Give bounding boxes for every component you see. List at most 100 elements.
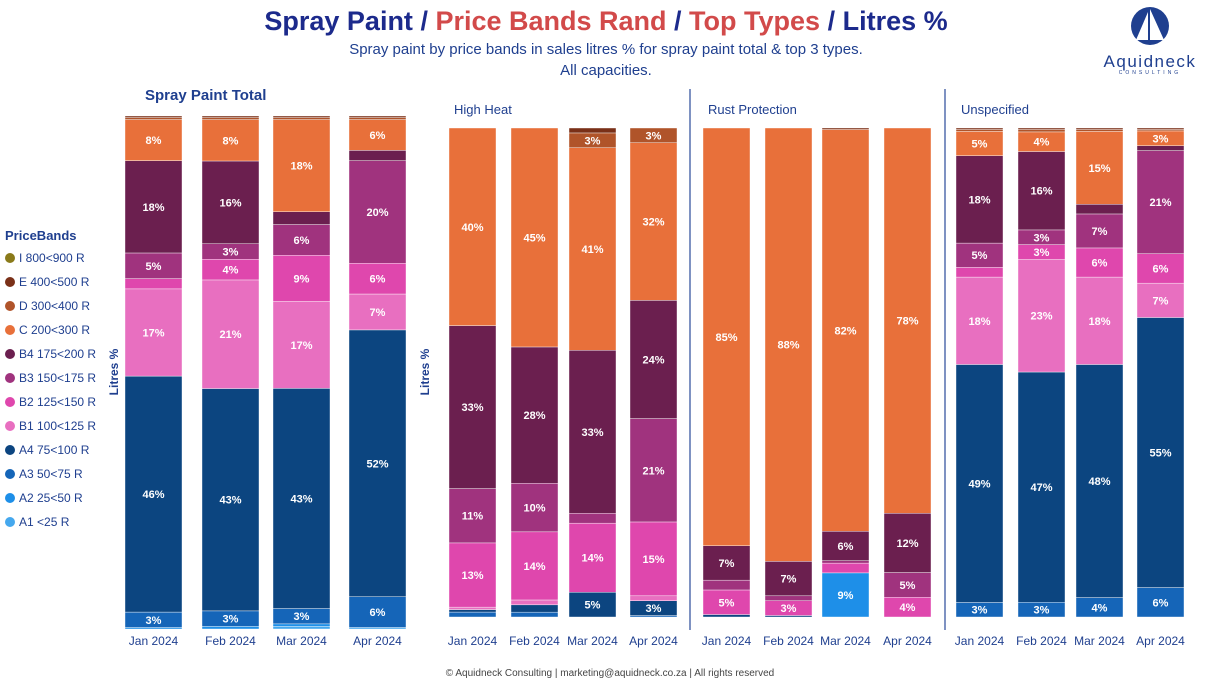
x-tick-label: Apr 2024 <box>883 634 932 648</box>
legend-item[interactable]: B1 100<125 R <box>5 414 96 438</box>
bar-segment <box>1136 253 1185 284</box>
legend-swatch-icon <box>5 325 15 335</box>
bar-segment <box>883 127 932 514</box>
legend-label: C 200<300 R <box>19 323 91 337</box>
data-label: 14% <box>523 561 545 573</box>
footer: © Aquidneck Consulting | marketing@aquid… <box>445 668 775 679</box>
data-label: 3% <box>1153 133 1169 145</box>
data-label: 3% <box>646 603 662 615</box>
aquidneck-logo-icon <box>1131 7 1169 45</box>
bar-segment <box>201 119 260 162</box>
bar-segment <box>1136 145 1185 151</box>
bar-segment <box>272 211 331 225</box>
x-tick-label: Apr 2024 <box>1136 634 1185 648</box>
bar-segment <box>510 604 559 613</box>
panel-title: High Heat <box>454 102 512 117</box>
data-label: 43% <box>290 493 312 505</box>
x-tick-label: Jan 2024 <box>955 634 1005 648</box>
x-tick-label: Mar 2024 <box>820 634 871 648</box>
bar-segment <box>702 127 751 546</box>
bar-segment <box>764 595 813 601</box>
data-label: 4% <box>1092 602 1108 614</box>
data-label: 43% <box>219 495 241 507</box>
bar-segment <box>821 572 870 618</box>
data-label: 85% <box>715 332 737 344</box>
bar-segment <box>568 592 617 618</box>
bar-segment <box>348 119 407 151</box>
legend-item[interactable]: A4 75<100 R <box>5 438 96 462</box>
legend-item[interactable]: D 300<400 R <box>5 294 96 318</box>
bar-segment <box>348 150 407 161</box>
bar-segment <box>448 606 497 610</box>
data-label: 9% <box>294 273 310 285</box>
bar-segment <box>124 252 183 279</box>
data-label: 6% <box>1153 263 1169 275</box>
data-label: 7% <box>1092 226 1108 238</box>
legend-item[interactable]: B2 125<150 R <box>5 390 96 414</box>
legend-item[interactable]: I 800<900 R <box>5 246 96 270</box>
data-label: 32% <box>642 217 664 229</box>
data-label: 7% <box>719 558 735 570</box>
x-tick-label: Feb 2024 <box>205 634 256 648</box>
data-label: 24% <box>642 354 664 366</box>
data-label: 3% <box>972 605 988 617</box>
bar-segment <box>201 115 260 118</box>
bar-segment <box>272 388 331 609</box>
data-label: 5% <box>146 261 162 273</box>
bar-segment <box>568 127 617 134</box>
data-label: 14% <box>581 553 603 565</box>
bar-segment <box>510 346 559 484</box>
bar-segment <box>1136 317 1185 588</box>
data-label: 3% <box>146 615 162 627</box>
data-label: 40% <box>461 222 483 234</box>
legend-label: B2 125<150 R <box>19 395 97 409</box>
legend-item[interactable]: C 200<300 R <box>5 318 96 342</box>
bar-segment <box>764 127 813 562</box>
legend-item[interactable]: E 400<500 R <box>5 270 96 294</box>
bar-segment <box>124 375 183 613</box>
panel-title: Unspecified <box>961 102 1029 117</box>
title-part-spray-paint: Spray Paint <box>264 6 413 36</box>
bar-segment <box>1136 127 1185 130</box>
bar-segment <box>272 224 331 256</box>
legend-label: A4 75<100 R <box>19 443 90 457</box>
bar-segment <box>448 611 497 618</box>
bar-segment <box>629 418 678 523</box>
bar-segment <box>272 115 331 118</box>
title-part-price-bands: Price Bands Rand <box>435 6 667 36</box>
data-label: 5% <box>900 580 916 592</box>
data-label: 78% <box>896 316 918 328</box>
bar-segment <box>1075 127 1124 130</box>
data-label: 33% <box>581 427 603 439</box>
x-tick-label: Jan 2024 <box>702 634 752 648</box>
legend-swatch-icon <box>5 445 15 455</box>
legend-item[interactable]: B3 150<175 R <box>5 366 96 390</box>
bar-segment <box>955 267 1004 278</box>
data-label: 21% <box>219 329 241 341</box>
data-label: 52% <box>366 458 388 470</box>
bar-segment <box>568 350 617 514</box>
legend-swatch-icon <box>5 517 15 527</box>
bar-segment <box>1017 127 1066 130</box>
bar-segment <box>1075 276 1124 365</box>
legend-item[interactable]: A1 <25 R <box>5 510 96 534</box>
bar-segment <box>272 626 331 630</box>
legend-item[interactable]: B4 175<200 R <box>5 342 96 366</box>
legend-item[interactable]: A2 25<50 R <box>5 486 96 510</box>
data-label: 3% <box>1034 232 1050 244</box>
data-label: 6% <box>1092 258 1108 270</box>
data-label: 21% <box>642 465 664 477</box>
bar-segment <box>348 329 407 597</box>
bar-segment <box>1075 213 1124 249</box>
data-label: 48% <box>1088 476 1110 488</box>
legend-item[interactable]: A3 50<75 R <box>5 462 96 486</box>
bar-segment <box>272 255 331 302</box>
bar-segment <box>629 615 678 618</box>
bar-segment <box>1017 151 1066 231</box>
data-label: 6% <box>838 541 854 553</box>
bar-segment <box>510 127 559 348</box>
bar-segment <box>955 127 1004 130</box>
legend-label: I 800<900 R <box>19 251 85 265</box>
bar-segment <box>510 599 559 606</box>
bar-segment <box>1075 204 1124 215</box>
